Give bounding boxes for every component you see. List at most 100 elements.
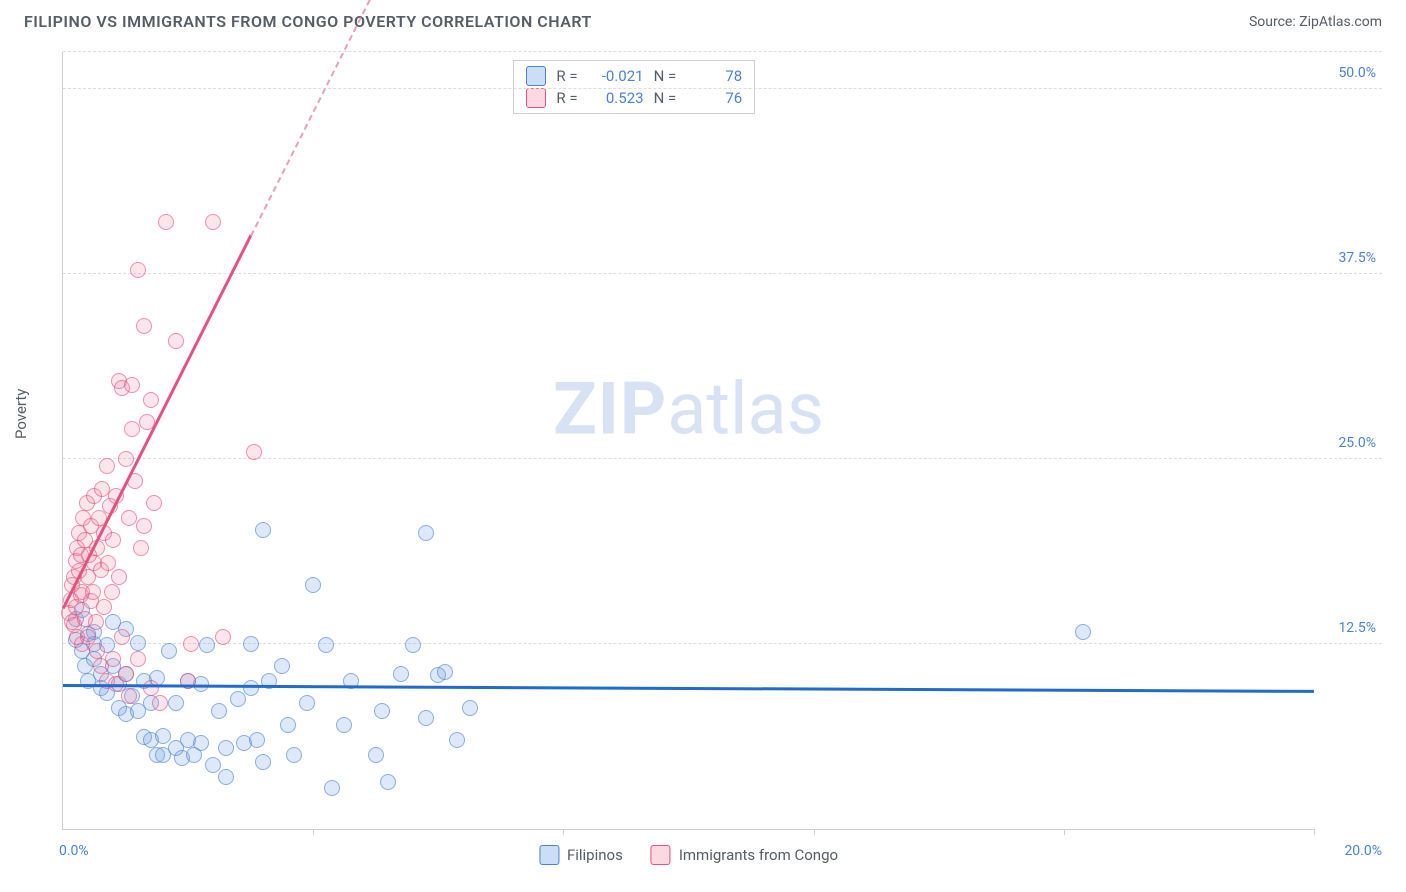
x-axis-max-label: 20.0% xyxy=(1344,843,1382,859)
stat-label: N = xyxy=(654,89,677,107)
swatch-icon xyxy=(526,88,546,108)
chart-header: FILIPINO VS IMMIGRANTS FROM CONGO POVERT… xyxy=(0,0,1406,31)
legend-label: Immigrants from Congo xyxy=(679,846,838,864)
data-point xyxy=(243,636,259,652)
data-point xyxy=(100,555,116,571)
data-point xyxy=(136,518,152,534)
data-point xyxy=(205,214,221,230)
data-point xyxy=(211,703,227,719)
data-point xyxy=(199,637,215,653)
data-point xyxy=(121,510,137,526)
gridline xyxy=(63,273,1382,274)
data-point xyxy=(246,444,262,460)
data-point xyxy=(299,695,315,711)
x-axis-min-label: 0.0% xyxy=(59,843,89,859)
stat-label: N = xyxy=(654,67,677,85)
data-point xyxy=(114,629,130,645)
chart-area: Poverty ZIPatlas R = -0.021 N = 78 R = 0… xyxy=(24,44,1382,874)
y-tick-label: 25.0% xyxy=(1338,435,1376,451)
data-point xyxy=(318,637,334,653)
x-tick xyxy=(1314,829,1315,835)
data-point xyxy=(274,658,290,674)
data-point xyxy=(96,599,112,615)
data-point xyxy=(111,569,127,585)
trend-line-congo-extrapolated xyxy=(250,0,402,236)
data-point xyxy=(121,688,137,704)
data-point xyxy=(368,747,384,763)
data-point xyxy=(324,780,340,796)
data-point xyxy=(418,710,434,726)
data-point xyxy=(118,451,134,467)
data-point xyxy=(143,680,159,696)
data-point xyxy=(286,747,302,763)
data-point xyxy=(168,333,184,349)
data-point xyxy=(183,636,199,652)
data-point xyxy=(146,495,162,511)
data-point xyxy=(215,629,231,645)
data-point xyxy=(462,700,478,716)
legend-label: Filipinos xyxy=(567,846,623,864)
data-point xyxy=(161,643,177,659)
x-tick xyxy=(313,829,314,835)
legend-item: Filipinos xyxy=(539,845,623,865)
watermark-bold: ZIP xyxy=(553,367,667,452)
data-point xyxy=(336,717,352,733)
x-tick xyxy=(1064,829,1065,835)
gridline xyxy=(63,88,1382,89)
data-point xyxy=(405,637,421,653)
data-point xyxy=(124,421,140,437)
swatch-icon xyxy=(526,66,546,86)
data-point xyxy=(418,525,434,541)
stat-label: R = xyxy=(556,67,577,85)
data-point xyxy=(130,651,146,667)
chart-source: Source: ZipAtlas.com xyxy=(1249,14,1382,30)
watermark: ZIPatlas xyxy=(553,367,824,452)
x-tick xyxy=(563,829,564,835)
data-point xyxy=(124,377,140,393)
y-tick-label: 37.5% xyxy=(1338,250,1376,266)
y-tick-label: 12.5% xyxy=(1338,620,1376,636)
stat-value: -0.021 xyxy=(588,67,644,85)
legend-item: Immigrants from Congo xyxy=(651,845,838,865)
data-point xyxy=(99,458,115,474)
y-axis-label: Poverty xyxy=(12,389,30,439)
data-point xyxy=(104,584,120,600)
gridline xyxy=(63,458,1382,459)
stat-value: 0.523 xyxy=(588,89,644,107)
gridline xyxy=(63,51,1382,52)
series-legend: Filipinos Immigrants from Congo xyxy=(539,845,838,865)
x-tick xyxy=(814,829,815,835)
data-point xyxy=(143,392,159,408)
data-point xyxy=(218,740,234,756)
stat-value: 78 xyxy=(686,67,742,85)
swatch-icon xyxy=(539,845,559,865)
chart-title: FILIPINO VS IMMIGRANTS FROM CONGO POVERT… xyxy=(24,12,592,31)
data-point xyxy=(280,717,296,733)
data-point xyxy=(88,614,104,630)
swatch-icon xyxy=(651,845,671,865)
gridline xyxy=(63,643,1382,644)
data-point xyxy=(1075,624,1091,640)
data-point xyxy=(105,532,121,548)
plot-area: ZIPatlas R = -0.021 N = 78 R = 0.523 N =… xyxy=(62,52,1314,830)
data-point xyxy=(105,651,121,667)
data-point xyxy=(85,584,101,600)
data-point xyxy=(130,635,146,651)
data-point xyxy=(133,540,149,556)
stat-label: R = xyxy=(556,89,577,107)
data-point xyxy=(380,774,396,790)
trend-line-congo xyxy=(62,235,252,609)
data-point xyxy=(193,735,209,751)
data-point xyxy=(393,666,409,682)
data-point xyxy=(449,732,465,748)
data-point xyxy=(118,666,134,682)
watermark-rest: atlas xyxy=(667,367,824,452)
data-point xyxy=(437,664,453,680)
stat-value: 76 xyxy=(686,89,742,107)
data-point xyxy=(218,769,234,785)
data-point xyxy=(374,703,390,719)
stats-row: R = -0.021 N = 78 xyxy=(526,65,742,87)
y-tick-label: 50.0% xyxy=(1338,65,1376,81)
data-point xyxy=(243,680,259,696)
data-point xyxy=(152,695,168,711)
